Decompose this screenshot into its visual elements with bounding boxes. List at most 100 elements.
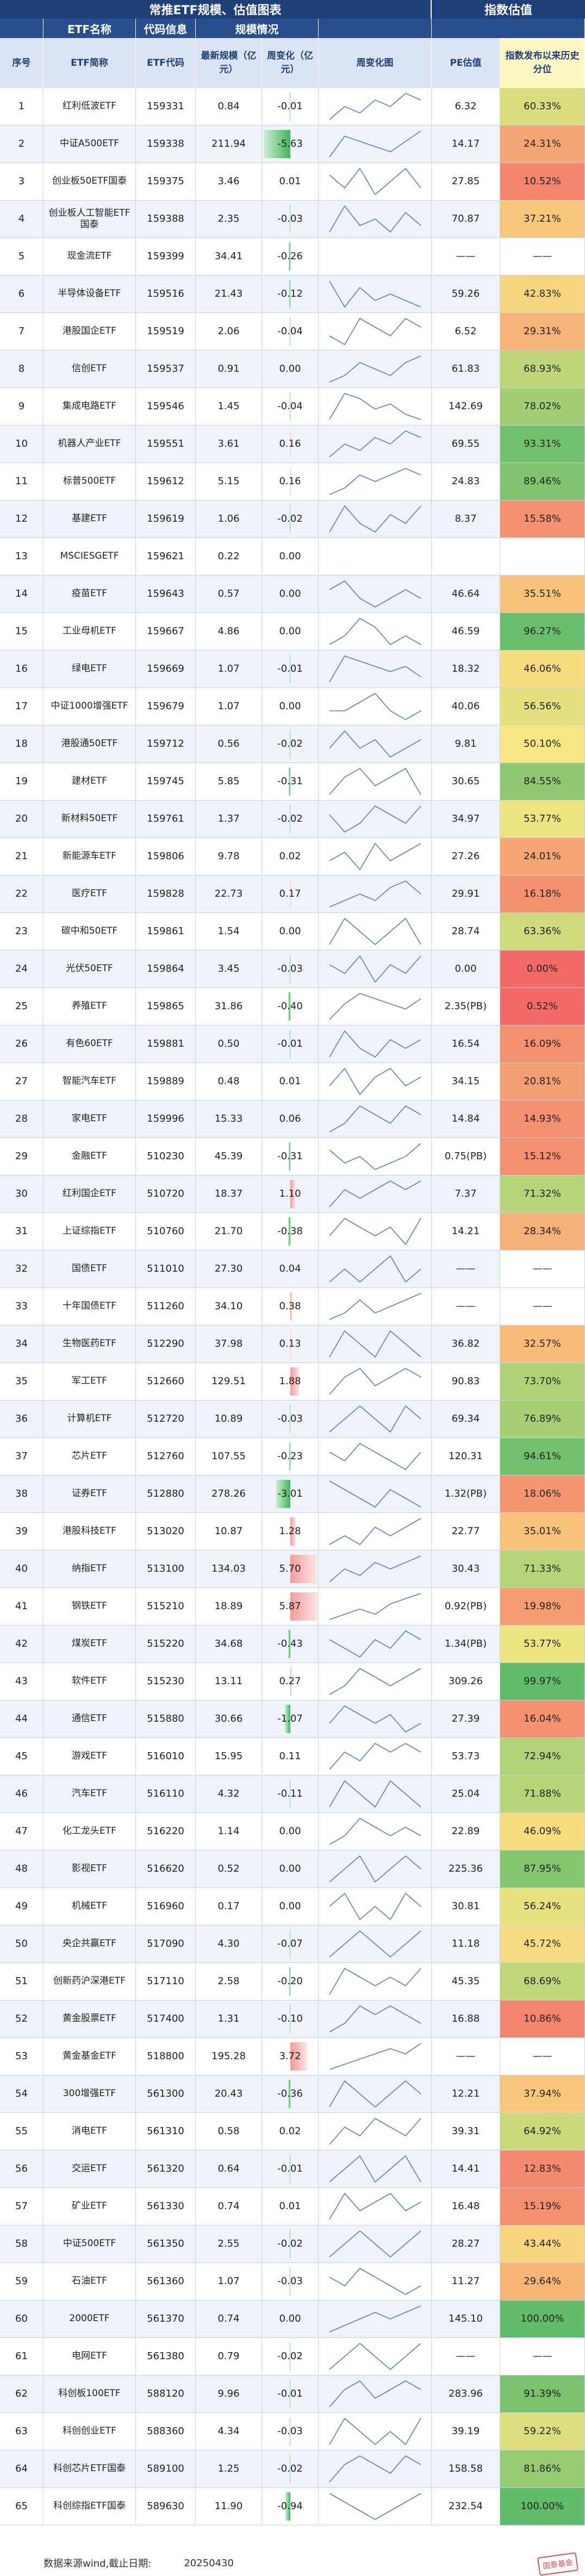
row-etf-name: 科创创业ETF [43, 2413, 136, 2450]
change-value: -0.40 [277, 1001, 303, 1013]
sparkline [326, 915, 424, 948]
row-etf-code: 511260 [136, 1288, 196, 1325]
row-pe: 225.36 [432, 1850, 500, 1887]
row-seq: 13 [0, 538, 43, 575]
row-weekly-change: 0.16 [262, 426, 319, 462]
row-etf-name: 机器人产业ETF [43, 426, 136, 462]
row-latest-scale: 2.58 [196, 1963, 262, 2000]
sparkline [326, 1703, 424, 1735]
row-weekly-change: -0.03 [262, 951, 319, 987]
row-latest-scale: 37.98 [196, 1325, 262, 1362]
row-trend-sparkline [319, 2300, 432, 2337]
row-etf-name: 绿电ETF [43, 651, 136, 687]
row-weekly-change: -0.03 [262, 2263, 319, 2300]
row-weekly-change: 5.87 [262, 1588, 319, 1625]
change-value: -0.03 [277, 2425, 303, 2438]
row-weekly-change: -0.11 [262, 1775, 319, 1812]
row-etf-code: 516960 [136, 1888, 196, 1925]
row-etf-name: 新能源车ETF [43, 838, 136, 875]
row-etf-name: 央企共赢ETF [43, 1925, 136, 1962]
row-percentile: 84.55% [500, 763, 585, 800]
row-trend-sparkline [319, 613, 432, 650]
row-trend-sparkline [319, 2225, 432, 2262]
row-etf-code: 159761 [136, 801, 196, 837]
row-etf-code: 515230 [136, 1663, 196, 1700]
sparkline [326, 2115, 424, 2148]
row-percentile: 16.09% [500, 1026, 585, 1062]
change-value: 0.00 [279, 701, 301, 713]
change-value: 0.38 [279, 1300, 301, 1313]
change-value: 1.88 [279, 1375, 301, 1388]
table-title: 常推ETF规模、估值图表 [0, 0, 432, 18]
row-latest-scale: 21.70 [196, 1213, 262, 1250]
sparkline [326, 1403, 424, 1435]
sparkline-line [329, 2193, 421, 2219]
row-etf-code: 159546 [136, 388, 196, 425]
row-etf-code: 159399 [136, 238, 196, 275]
row-etf-code: 513100 [136, 1550, 196, 1587]
sparkline-line [329, 1856, 421, 1882]
change-value: -0.02 [277, 2463, 303, 2475]
row-weekly-change: 0.01 [262, 1063, 319, 1100]
sparkline [326, 165, 424, 198]
sparkline [326, 1553, 424, 1585]
row-latest-scale: 45.39 [196, 1138, 262, 1175]
row-weekly-change: 0.38 [262, 1288, 319, 1325]
sparkline [326, 1215, 424, 1248]
sparkline [326, 840, 424, 873]
row-percentile: 81.86% [500, 2450, 585, 2487]
row-etf-name: 科创板100ETF [43, 2375, 136, 2412]
row-weekly-change: -0.23 [262, 1438, 319, 1475]
row-trend-sparkline [319, 1700, 432, 1737]
row-etf-code: 510720 [136, 1176, 196, 1212]
row-percentile: 24.31% [500, 126, 585, 162]
row-pe [432, 538, 500, 575]
row-pe: —— [432, 1288, 500, 1325]
sparkline-line [329, 993, 421, 1020]
row-etf-name: 消电ETF [43, 2113, 136, 2150]
row-seq: 12 [0, 501, 43, 537]
row-latest-scale: 278.26 [196, 1475, 262, 1512]
row-trend-sparkline [319, 763, 432, 800]
change-value: -0.31 [277, 776, 303, 788]
row-weekly-change: -0.07 [262, 1925, 319, 1962]
sparkline [326, 90, 424, 123]
sparkline [326, 653, 424, 685]
change-value: 0.13 [279, 1338, 301, 1350]
row-etf-name: 创业板人工智能ETF国泰 [43, 201, 136, 237]
row-pe: 11.27 [432, 2263, 500, 2300]
sparkline-line [329, 2043, 421, 2069]
row-trend-sparkline [319, 2113, 432, 2150]
row-etf-code: 517090 [136, 1925, 196, 1962]
sparkline-line [329, 206, 421, 232]
change-value: 5.87 [279, 1600, 301, 1613]
sparkline-line [329, 1293, 421, 1320]
row-latest-scale: 13.11 [196, 1663, 262, 1700]
sparkline-line [329, 918, 421, 945]
change-value: 0.27 [279, 1675, 301, 1688]
row-weekly-change: 3.72 [262, 2038, 319, 2075]
change-value: -0.36 [277, 2088, 303, 2100]
row-etf-name: 通信ETF [43, 1700, 136, 1737]
row-etf-name: 集成电路ETF [43, 388, 136, 425]
row-trend-sparkline [319, 426, 432, 462]
row-percentile: 29.31% [500, 313, 585, 350]
row-latest-scale: 0.50 [196, 1026, 262, 1062]
sparkline [326, 2040, 424, 2073]
row-weekly-change: -1.07 [262, 1700, 319, 1737]
sparkline [326, 1890, 424, 1923]
row-percentile: 56.56% [500, 688, 585, 725]
row-trend-sparkline [319, 1288, 432, 1325]
row-seq: 62 [0, 2375, 43, 2412]
row-pe: 9.81 [432, 726, 500, 762]
